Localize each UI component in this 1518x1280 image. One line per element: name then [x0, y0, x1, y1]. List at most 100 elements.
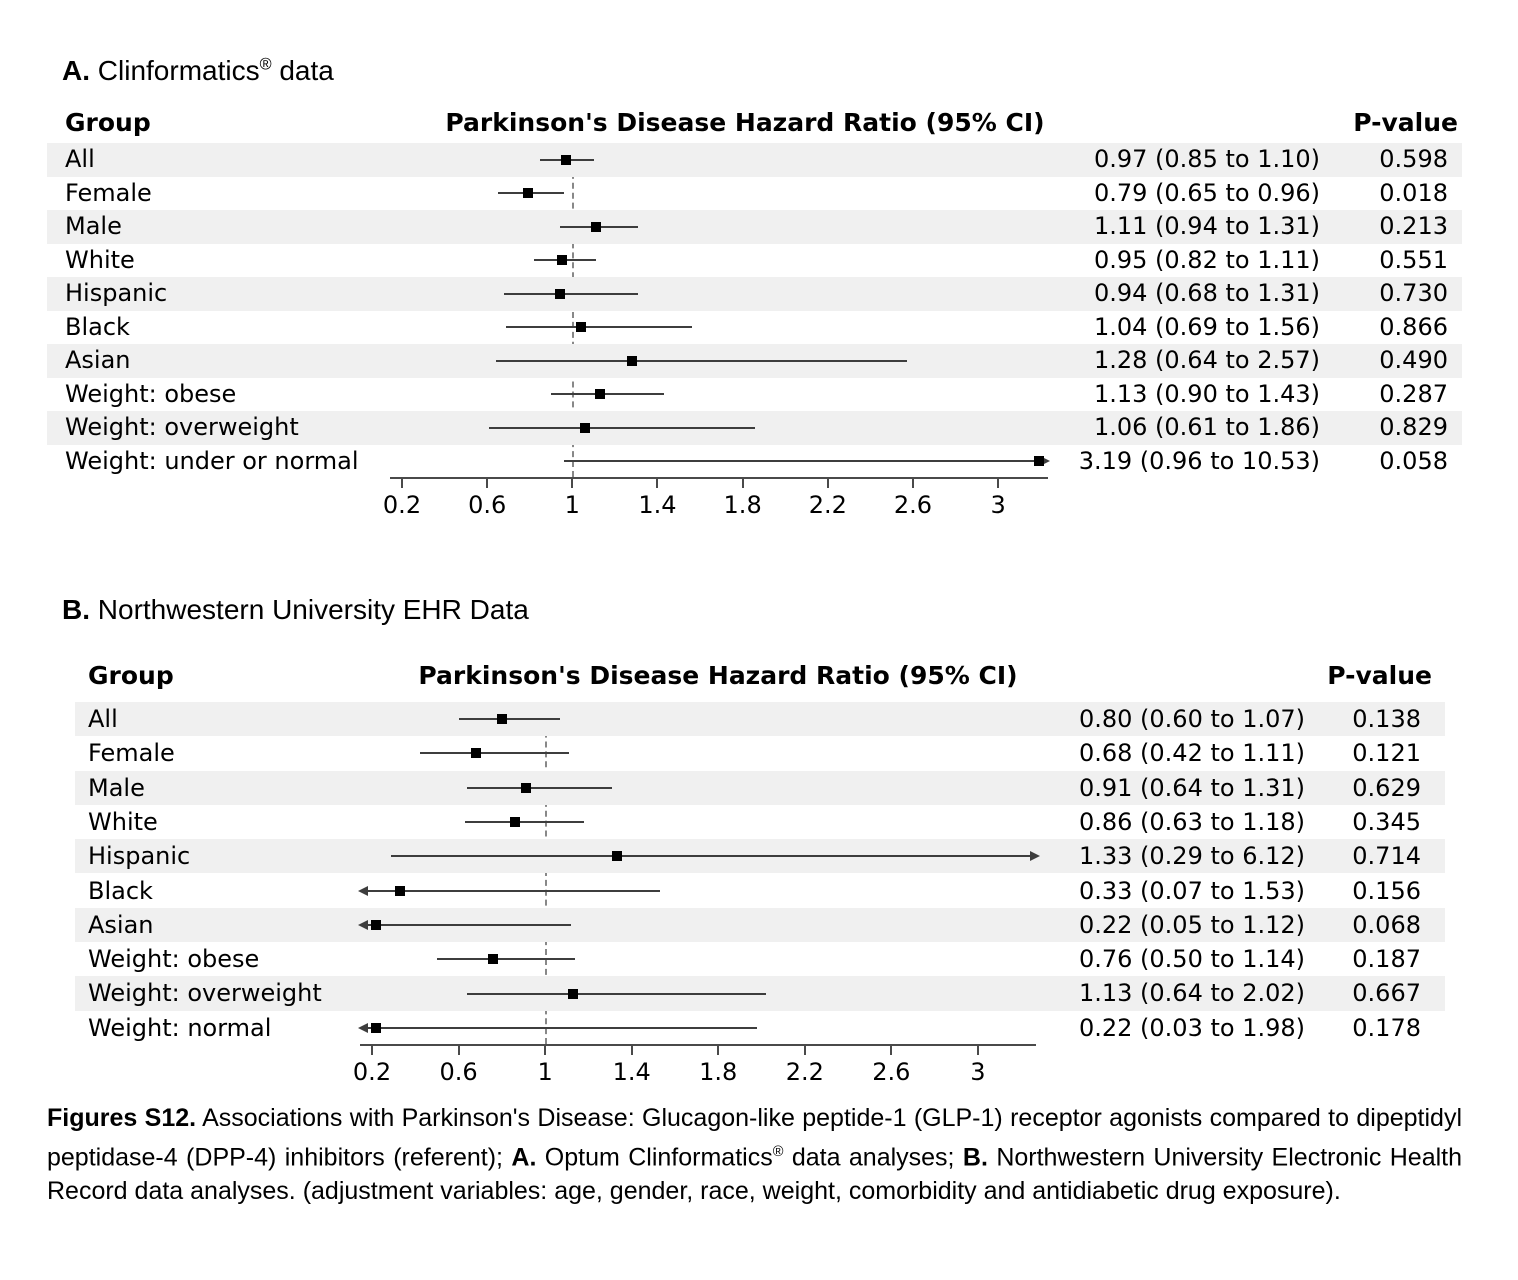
panel-b-ci-line — [419, 752, 569, 755]
panel-b-point-estimate-marker — [488, 954, 499, 965]
panel-b-hr-ci-value: 0.86 (0.63 to 1.18) — [1078, 807, 1305, 836]
figure-caption: Figures S12. Associations with Parkinson… — [47, 1101, 1462, 1208]
panel-b-p-value: 0.187 — [1352, 945, 1421, 974]
panel-a-p-value: 0.730 — [1379, 279, 1448, 307]
panel-b-group-label: Weight: normal — [88, 1013, 272, 1042]
panel-a-group-label: Male — [65, 212, 122, 240]
panel-b-axis-tick — [371, 1046, 373, 1055]
text-segment: data — [271, 55, 334, 86]
panel-a-ci-line — [506, 326, 692, 329]
panel-a-point-estimate-marker — [626, 355, 637, 366]
panel-a-row-stripe — [47, 143, 1462, 177]
panel-a-hr-ci-value: 3.19 (0.96 to 10.53) — [1078, 446, 1320, 475]
panel-b-ci-line — [436, 958, 576, 961]
text-segment: Northwestern University Electronic Healt… — [47, 1143, 1463, 1206]
panel-a-p-value: 0.490 — [1379, 346, 1448, 374]
panel-b-ci-line — [368, 923, 572, 926]
panel-b-group-label: Weight: obese — [88, 945, 260, 974]
panel-b-ci-clip-arrow-left — [358, 919, 368, 930]
panel-b-ci-line — [458, 718, 561, 721]
panel-a-group-label: Black — [65, 312, 130, 341]
panel-a-x-axis — [390, 477, 1048, 479]
panel-a-pvalue-column-header: P-value — [1353, 108, 1458, 137]
text-segment: B. — [962, 1143, 988, 1172]
panel-b-p-value: 0.068 — [1352, 910, 1421, 939]
panel-a-ci-line — [489, 426, 756, 429]
text-segment: Clinformatics — [90, 55, 260, 86]
panel-a-hr-ci-value: 0.97 (0.85 to 1.10) — [1093, 145, 1320, 173]
panel-a-row-stripe — [47, 277, 1462, 311]
panel-b-hr-ci-value: 0.33 (0.07 to 1.53) — [1078, 876, 1305, 905]
panel-b-hr-ci-value: 0.80 (0.60 to 1.07) — [1078, 705, 1305, 733]
panel-a-hr-ci-value: 1.04 (0.69 to 1.56) — [1093, 312, 1320, 341]
panel-b-group-label: Hispanic — [88, 842, 191, 871]
panel-b-pvalue-column-header: P-value — [1327, 661, 1432, 690]
panel-a-p-value: 0.287 — [1379, 379, 1448, 408]
panel-a-ci-clip-arrow-right — [1040, 456, 1050, 467]
panel-a-p-value: 0.551 — [1379, 245, 1448, 274]
panel-b-axis-tick-label: 1.4 — [612, 1058, 651, 1086]
panel-b-row-stripe — [75, 702, 1445, 737]
panel-a-point-estimate-marker — [554, 288, 565, 299]
panel-b-hr-ci-value: 1.13 (0.64 to 2.02) — [1078, 979, 1305, 1008]
panel-b-axis-tick-label: 1.8 — [699, 1058, 738, 1086]
panel-b-ci-line — [467, 992, 766, 995]
panel-a-axis-tick — [911, 479, 914, 488]
panel-a-axis-tick — [656, 479, 659, 488]
panel-a-axis-tick-label: 3 — [990, 491, 1006, 519]
panel-b-hr-ci-value: 1.33 (0.29 to 6.12) — [1078, 842, 1305, 871]
panel-b-point-estimate-marker — [371, 919, 382, 930]
panel-b-ci-line — [391, 855, 1030, 858]
panel-b-group-label: Asian — [88, 910, 154, 939]
panel-b-hr-ci-value: 0.76 (0.50 to 1.14) — [1078, 945, 1305, 974]
panel-a-axis-tick-label: 0.2 — [382, 491, 422, 519]
panel-b-axis-tick — [890, 1046, 893, 1055]
panel-a-p-value: 0.018 — [1379, 178, 1448, 207]
panel-b-point-estimate-marker — [371, 1022, 382, 1033]
panel-b-axis-tick — [544, 1046, 547, 1055]
panel-a-hr-ci-value: 0.94 (0.68 to 1.31) — [1093, 279, 1320, 307]
text-segment: ® — [259, 55, 272, 74]
panel-a-point-estimate-marker — [594, 389, 605, 400]
panel-b-group-label: White — [88, 807, 158, 836]
panel-b-ci-clip-arrow-right — [1030, 851, 1040, 862]
panel-b-p-value: 0.178 — [1352, 1013, 1421, 1042]
panel-b-axis-tick-label: 3 — [970, 1058, 986, 1086]
panel-a-ci-line — [551, 393, 664, 396]
panel-b-ci-line — [467, 786, 613, 789]
text-segment: A. — [62, 55, 90, 86]
panel-b-group-label: Weight: overweight — [88, 979, 322, 1008]
panel-a-hr-ci-value: 0.95 (0.82 to 1.11) — [1093, 245, 1320, 274]
panel-b-ci-line — [465, 821, 585, 824]
panel-a-axis-tick-label: 2.2 — [808, 491, 847, 519]
panel-a-point-estimate-marker — [522, 188, 533, 199]
panel-a-hr-ci-value: 1.11 (0.94 to 1.31) — [1093, 212, 1320, 240]
panel-b-group-label: All — [88, 705, 118, 733]
panel-a-group-label: Weight: under or normal — [65, 446, 359, 475]
panel-a-ci-line — [495, 359, 907, 362]
panel-b-p-value: 0.138 — [1352, 705, 1421, 733]
panel-a-point-estimate-marker — [1033, 456, 1044, 467]
text-segment: Associations with Parkinson's Disease: G… — [47, 1104, 1463, 1172]
panel-b-ci-line — [368, 889, 660, 892]
panel-b-axis-tick — [630, 1046, 633, 1055]
panel-b-axis-tick-label: 1 — [537, 1058, 553, 1086]
panel-b-hr-ci-value: 0.91 (0.64 to 1.31) — [1078, 773, 1305, 802]
panel-b-row-stripe — [75, 770, 1445, 805]
panel-a-p-value: 0.829 — [1379, 413, 1448, 441]
panel-a-axis-tick — [997, 479, 1000, 488]
panel-a-group-label: Weight: obese — [65, 379, 237, 408]
panel-a-ci-line — [504, 292, 639, 295]
panel-a-p-value: 0.866 — [1379, 312, 1448, 341]
text-segment: ® — [772, 1144, 784, 1160]
panel-b-axis-tick — [457, 1046, 460, 1055]
panel-b-row-stripe — [75, 907, 1445, 943]
panel-a-axis-tick — [741, 479, 744, 488]
panel-b-point-estimate-marker — [470, 748, 481, 759]
panel-b-ci-clip-arrow-left — [358, 1022, 368, 1033]
panel-b-axis-tick-label: 0.2 — [352, 1058, 392, 1086]
panel-a-group-label: Hispanic — [65, 279, 168, 307]
panel-a-axis-tick — [401, 479, 403, 488]
panel-a-axis-tick-label: 1.8 — [723, 491, 762, 519]
